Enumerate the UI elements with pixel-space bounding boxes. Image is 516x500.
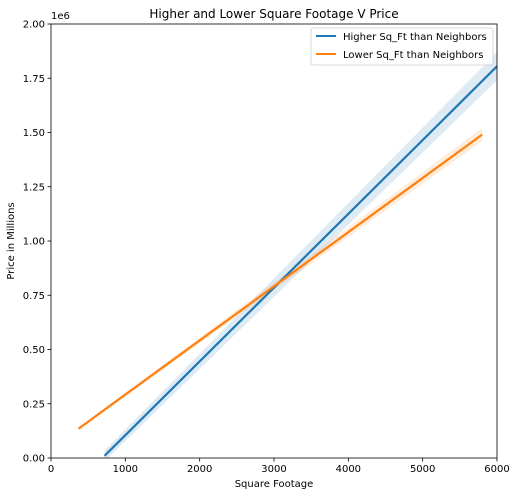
regression-line-higher [103, 65, 497, 457]
legend-label-higher: Higher Sq_Ft than Neighbors [343, 32, 487, 43]
regression-line-lower [77, 133, 483, 430]
ci-band-higher [104, 52, 497, 458]
y-tick-label: 2.00 [23, 20, 45, 31]
y-tick-label: 0.25 [23, 399, 45, 410]
y-tick-label: 0.00 [23, 454, 45, 465]
chart-title: Higher and Lower Square Footage V Price [149, 7, 398, 21]
y-tick-label: 1.25 [23, 182, 45, 193]
y-tick-label: 1.00 [23, 237, 45, 248]
y-tick-label: 0.50 [23, 345, 45, 356]
x-tick-label: 5000 [410, 464, 435, 475]
legend-box [310, 27, 494, 66]
x-tick-label: 4000 [336, 464, 361, 475]
y-tick-label: 0.75 [23, 291, 45, 302]
x-tick-label: 3000 [261, 464, 286, 475]
x-axis-label: Square Footage [235, 479, 314, 490]
legend-label-lower: Lower Sq_Ft than Neighbors [343, 50, 483, 61]
x-tick-label: 2000 [187, 464, 212, 475]
y-tick-label: 1.50 [23, 128, 45, 139]
plot-frame [50, 23, 498, 459]
y-tick-label: 1.75 [23, 74, 45, 85]
x-tick-label: 1000 [113, 464, 138, 475]
legend: Higher Sq_Ft than Neighbors Lower Sq_Ft … [310, 27, 494, 66]
x-tick-label: 6000 [484, 464, 509, 475]
x-tick-label: 0 [48, 464, 54, 475]
y-axis-label: Price in Millions [6, 202, 17, 279]
y-offset-label: 1e6 [51, 11, 70, 22]
